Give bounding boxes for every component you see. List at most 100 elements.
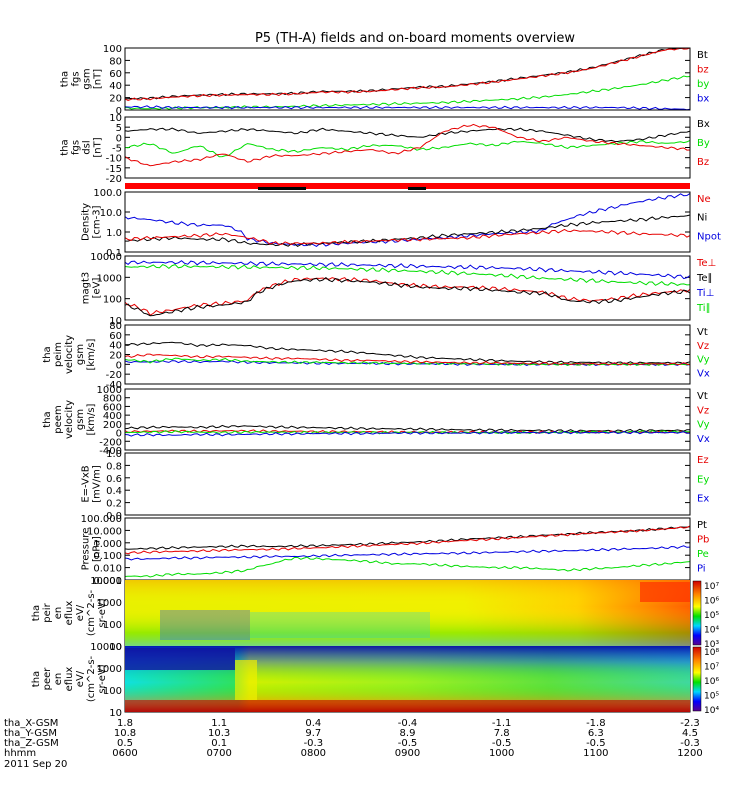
panel-10-ytick: 100 [103,686,122,697]
panel-9-ylabel: sr-eV) [97,598,108,627]
ephemeris-row-label: tha_X-GSM [4,718,58,729]
ephemeris-value: -1.1 [492,718,512,729]
panel-6-legend-Vy: Vy [697,420,710,431]
ephemeris-value: 1100 [583,748,608,759]
panel-7-ytick: 0.0 [106,511,122,522]
panel-6-ytick: 1000 [97,385,122,396]
panel-5-ytick: -20 [106,370,122,381]
ephemeris-value: 4.5 [682,728,698,739]
ephemeris-value: 1200 [677,748,702,759]
panel-5-legend-Vz: Vz [697,341,709,352]
ephemeris-value: -2.3 [680,718,700,729]
panel-7-ylabel: E=-VxB [81,465,92,502]
ephemeris-value: 0800 [301,748,326,759]
panel-4-series-Ti⊥ [124,260,691,280]
ephemeris-table: tha_X-GSM 1.8 1.1 0.4 -0.4 -1.1 -1.8 -2.3 tha_Y-… [4,718,703,770]
ephemeris-row-label: tha_Y-GSM [4,728,57,739]
ion-spectrogram [125,580,690,646]
panel-9-ylabel: tha [31,605,42,621]
panel-7-ytick: 0.8 [106,461,122,472]
panel-2-series-By [124,139,691,158]
ephemeris-value: -1.8 [586,718,606,729]
panel-1-ytick: 0 [116,106,122,117]
panel-3-ytick: 100.0 [93,188,122,199]
panel-10-ylabel: tha [31,671,42,687]
panel-7-ytick: 0.2 [106,499,122,510]
panel-10-ylabel: sr-eV) [97,664,108,693]
panel-8-legend-Pt: Pt [697,520,707,531]
panel-9-ylabel: eflux [64,601,75,626]
panel-9-ytick: 10000 [90,576,122,587]
panel-4-ytick: 1000 [97,273,122,284]
panel-8-legend-Pe: Pe [697,549,709,560]
panel-6-ytick: 400 [103,411,122,422]
panel-6-legend-Vx: Vx [697,434,710,445]
panel-10-ylabel: en [53,673,64,686]
panel-2-ytick: -10 [106,154,122,165]
panel-2-series-Bz [124,123,691,167]
panel-5-ylabel: [km/s] [86,338,97,370]
panel-5-series-Vx [124,359,691,367]
ephemeris-value: 0.4 [305,718,321,729]
panel-7-legend-Ex: Ex [697,494,709,505]
panel-7-legend-Ey: Ey [697,474,709,485]
panel-2-legend-Bx: Bx [697,119,710,130]
panel-4-ytick: 10 [109,316,122,327]
panel-3-legend-Npot: Npot [697,231,721,242]
panel-1-legend-Bt: Bt [697,50,708,61]
panel-5-ytick: -40 [106,380,122,391]
panel-8-series-Pe [124,556,691,578]
ephemeris-value: 0.1 [211,738,227,749]
panel-5-ylabel: peim [53,342,64,367]
panel-3-ytick: 1.0 [106,228,122,239]
panel-1-legend-bz: bz [697,65,709,76]
panel-5-ytick: 60 [109,331,122,342]
panel-4-legend-Ti∥: Ti∥ [696,303,711,314]
panel-1-ytick: 80 [109,56,122,67]
panel-5-ytick: 40 [109,341,122,352]
ephemeris-row-label: tha_Z-GSM [4,738,59,749]
panel-10-ytick: 1000 [97,664,122,675]
panel-4-ytick: 100 [103,295,122,306]
panel-7-ytick: 1.0 [106,449,122,460]
panel-1-legend-bx: bx [697,94,709,105]
panel-2-ylabel: fgs [71,140,82,155]
panel-4-frame [124,255,691,321]
ephemeris-value: 1.8 [117,718,133,729]
panel-8-legend-Pb: Pb [697,535,709,546]
panel-2-ylabel: [nT] [93,137,104,157]
panel-1-series-bz [124,47,691,102]
quality-flag-bar [125,183,690,190]
panel-4-legend-Te∥: Te∥ [696,273,713,284]
ephemeris-value: 8.9 [400,728,416,739]
panel-9-ylabel: eV/ [75,604,86,621]
panel-6-ylabel: peem [53,405,64,433]
panel-3-legend-Ne: Ne [697,194,711,205]
panel-10-ylabel: eflux [64,667,75,692]
panel-8-ytick: 100.000 [81,514,122,525]
ephemeris-value: 0600 [112,748,137,759]
panel-6: tha peem velocity gsm [km/s]1000800600400200… [42,385,710,457]
panel-4-series-Ti∥ [124,264,691,286]
panel-10-ytick: 10000 [90,642,122,653]
panel-8-ytick: 0.010 [93,564,122,575]
panel-10-colorbar-label: 10⁴ [704,706,719,716]
panel-4-ylabel: magt3 [81,272,92,305]
panel-3: Density [cm-3] 100.0 10.0 1.0 0.1 Ne Ni Npot [81,188,721,259]
panel-2-ytick: -20 [106,174,122,185]
ephemeris-value: -0.5 [586,738,606,749]
panel-1-ytick: 60 [109,69,122,80]
ephemeris-date: 2011 Sep 20 [4,759,67,770]
panel-10-colorbar-label: 10⁷ [704,663,719,673]
panel-10-ylabel: peer [42,667,53,691]
panel-7-ylabel: [mV/m] [92,465,103,503]
ephemeris-value: -0.5 [492,738,512,749]
panel-6-ytick: 200 [103,420,122,431]
panel-6-ylabel: velocity [64,400,75,439]
panel-10-ytick: 10 [109,708,122,719]
ephemeris-value: 0700 [206,748,231,759]
panel-9-ylabel: (cm^2-s- [86,589,97,636]
panel-9-colorbar-label: 10³ [704,640,719,650]
